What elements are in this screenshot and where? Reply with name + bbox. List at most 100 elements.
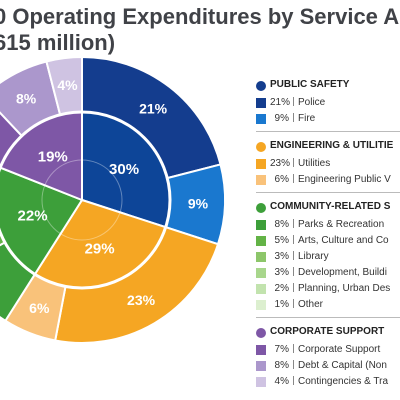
inner-label-public-safety: 30% [109,161,139,178]
legend-item-text: 9% Fire [270,112,316,124]
legend-item-name: Corporate Support [298,343,381,355]
legend-group-label: ENGINEERING & UTILITIE [270,140,394,151]
legend-group-dot [256,328,266,338]
legend-item-name: Utilities [298,157,331,169]
legend-item: 8% Parks & Recreation [256,217,400,233]
legend-item-percent: 23% [270,157,291,169]
outer-label-engineering-public-v: 6% [29,300,50,316]
legend-group-dot [256,81,266,91]
legend-separator [293,234,294,244]
legend-item-percent: 9% [274,112,289,124]
legend-group-heading: PUBLIC SAFETY [256,78,400,95]
legend-item-name: Arts, Culture and Co [298,234,389,246]
legend-swatch [256,159,266,169]
legend-item: 4% Contingencies & Tra [256,374,400,390]
legend-group-heading: COMMUNITY-RELATED S [256,200,400,217]
chart-title-line-2: 615 million) [0,30,116,55]
legend-item-text: 7% Corporate Support [270,343,381,355]
legend-separator [293,96,294,106]
legend-swatch [256,175,266,185]
legend-group-label: PUBLIC SAFETY [270,79,350,90]
outer-label-contingencies-tra: 4% [57,77,78,93]
legend-item-text: 2% Planning, Urban Des [270,282,391,294]
legend-separator [293,173,294,183]
legend-item-percent: 4% [274,375,289,387]
legend-swatch [256,252,266,262]
legend-item: 6% Engineering Public V [256,172,400,188]
legend-item: 8% Debt & Capital (Non [256,358,400,374]
legend-item-percent: 3% [274,250,289,262]
slice-labels: 21% 9% 23% 6% 8% 4% 30% 29% 22% 19% [16,77,209,316]
legend-item-text: 21% Police [270,96,325,108]
legend-separator [293,157,294,167]
legend-item-percent: 8% [274,218,289,230]
legend-separator [293,298,294,308]
legend-group-heading: ENGINEERING & UTILITIE [256,139,400,156]
inner-ring [0,110,172,290]
inner-label-engineering: 29% [85,240,115,257]
legend-item-name: Debt & Capital (Non [298,359,387,371]
legend-group-label: CORPORATE SUPPORT [270,326,385,337]
legend-item-text: 1% Other [270,298,324,310]
legend-item-name: Engineering Public V [298,173,391,185]
legend-item: 5% Arts, Culture and Co [256,233,400,249]
legend-item-name: Fire [298,112,316,124]
legend-swatch [256,300,266,310]
legend-swatch [256,220,266,230]
legend-item-name: Contingencies & Tra [298,375,389,387]
legend-item: 3% Library [256,249,400,265]
legend-divider [256,317,400,318]
legend-swatch [256,236,266,246]
chart-title: 0 Operating Expenditures by Service A 61… [0,4,399,56]
outer-label-debt-capital-non: 8% [16,90,37,106]
legend-separator [293,218,294,228]
legend-item-text: 6% Engineering Public V [270,173,391,185]
donut-chart: 21% 9% 23% 6% 8% 4% 30% 29% 22% 19% [0,55,226,344]
legend-item-text: 8% Parks & Recreation [270,218,385,230]
outer-label-utilities: 23% [127,292,156,308]
legend-item: 9% Fire [256,111,400,127]
hub-outline [41,159,123,241]
inner-label-corporate: 19% [38,148,68,165]
legend-group-label: COMMUNITY-RELATED S [270,201,391,212]
legend-group-dot [256,142,266,152]
legend-item-percent: 21% [270,96,291,108]
legend-divider [256,192,400,193]
legend-item-percent: 3% [274,266,289,278]
chart-title-line-1: 0 Operating Expenditures by Service A [0,4,400,29]
legend-separator [293,359,294,369]
legend-item: 1% Other [256,297,400,313]
legend-item-text: 3% Library [270,250,329,262]
outer-label-fire: 9% [188,196,209,212]
legend-item-name: Planning, Urban Des [298,282,391,294]
legend-separator [293,112,294,122]
legend-swatch [256,98,266,108]
legend-swatch [256,345,266,355]
outer-label-police: 21% [139,100,168,116]
legend-item-text: 8% Debt & Capital (Non [270,359,387,371]
legend-item: 2% Planning, Urban Des [256,281,400,297]
legend-item: 7% Corporate Support [256,342,400,358]
legend-item-percent: 7% [274,343,289,355]
legend-group-heading: CORPORATE SUPPORT [256,325,400,342]
legend-item-percent: 1% [274,298,289,310]
legend-divider [256,131,400,132]
legend-item-percent: 5% [274,234,289,246]
legend-item-percent: 8% [274,359,289,371]
legend-item-name: Parks & Recreation [298,218,385,230]
legend-item-text: 5% Arts, Culture and Co [270,234,389,246]
inner-label-community: 22% [18,208,48,225]
ring-divider [0,110,172,290]
legend-group-dot [256,203,266,213]
legend-item-text: 23% Utilities [270,157,331,169]
legend-item-percent: 2% [274,282,289,294]
legend-swatch [256,268,266,278]
legend-swatch [256,284,266,294]
legend-item: 3% Development, Buildi [256,265,400,281]
legend-separator [293,250,294,260]
legend-swatch [256,114,266,124]
legend-item-name: Library [298,250,329,262]
legend-separator [293,266,294,276]
legend-item-name: Other [298,298,324,310]
legend-item-text: 4% Contingencies & Tra [270,375,389,387]
